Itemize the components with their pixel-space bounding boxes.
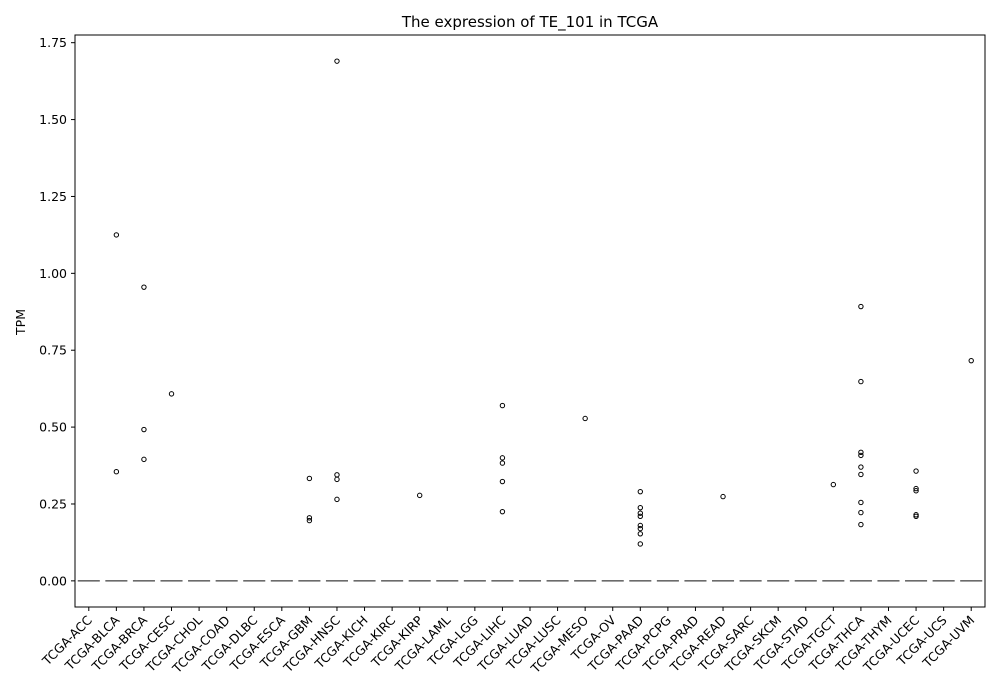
y-axis: 0.00 0.25 0.50 0.75 1.00 1.25 1.50 1.75 [39,35,75,588]
outlier-point [830,481,837,488]
outliers-layer [113,58,974,547]
outlier-point [637,510,644,516]
outlier-point [306,517,313,524]
outlier-point [499,478,506,485]
outlier-point [858,521,864,528]
outlier-point [858,464,864,470]
outlier-point [113,468,120,475]
outlier-point [499,460,506,466]
outlier-point [306,515,313,521]
outlier-point [334,496,340,503]
outlier-point [637,525,644,532]
outlier-point [858,452,864,459]
outlier-point [637,488,644,495]
y-tick-label: 1.25 [39,189,67,204]
plot-frame [74,34,986,608]
y-tick-label: 0.00 [39,573,67,588]
outlier-point [858,449,864,456]
outlier-point [637,513,644,519]
outlier-point [499,402,506,409]
outlier-point [334,472,340,478]
outlier-point [968,357,974,364]
outlier-point [637,504,644,511]
outlier-point [141,284,147,290]
outlier-point [858,303,864,310]
outlier-point [858,471,864,478]
outlier-point [913,488,919,494]
chart-title: The expression of TE_101 in TCGA [401,13,659,32]
outlier-point [637,522,644,529]
outlier-point [913,468,919,474]
y-tick-label: 1.75 [39,35,67,50]
outlier-point [637,541,644,547]
outlier-point [913,485,919,492]
outlier-point [113,232,120,238]
outlier-point [141,456,147,463]
outlier-point [306,475,313,482]
outlier-point [720,493,726,500]
outlier-point [858,509,864,516]
outlier-point [499,508,506,515]
outlier-point [416,492,423,499]
outlier-point [334,58,340,64]
outlier-point [913,513,919,519]
outlier-point [499,455,506,461]
y-tick-label: 1.50 [39,112,67,127]
outlier-point [168,391,175,397]
y-tick-label: 1.00 [39,266,67,281]
y-tick-label: 0.75 [39,343,67,358]
y-tick-label: 0.50 [39,420,67,435]
outlier-point [141,426,147,433]
outlier-point [637,531,644,537]
outlier-point [858,378,864,385]
outlier-point [582,415,588,422]
y-tick-label: 0.25 [39,496,67,511]
outlier-point [334,476,340,483]
outlier-point [858,499,864,506]
y-axis-label: TPM [13,309,28,336]
x-axis: TCGA-ACCTCGA-BLCATCGA-BRCATCGA-CESCTCGA-… [39,607,977,677]
